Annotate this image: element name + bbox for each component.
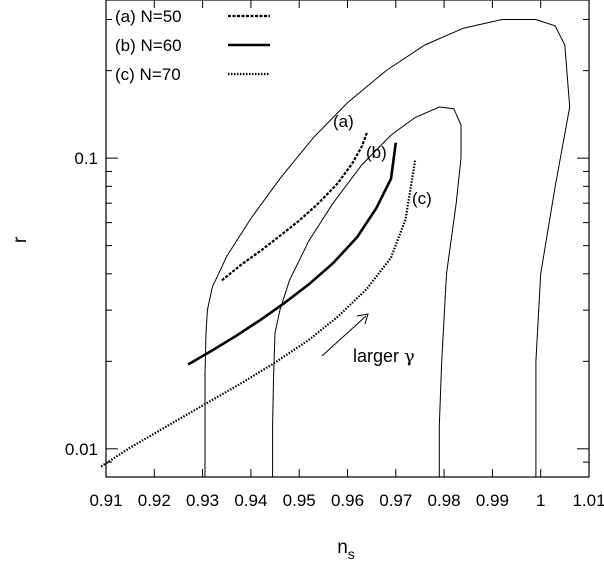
- series-line-a: [221, 132, 368, 282]
- contour-group: [204, 19, 571, 477]
- curve-label-c: (c): [412, 189, 432, 208]
- x-tick-label: 1.01: [572, 491, 604, 510]
- outer-contour: [204, 19, 571, 477]
- y-axis-ticks: 0.01 0.1: [65, 18, 589, 478]
- x-tick-label: 0.98: [428, 491, 461, 510]
- x-tick-label: 0.93: [186, 491, 219, 510]
- x-tick-label: 1: [536, 491, 545, 510]
- legend-entry-a: (a) N=50: [115, 7, 182, 26]
- x-tick-label: 0.95: [283, 491, 316, 510]
- curve-label-b: (b): [366, 143, 387, 162]
- curve-label-a: (a): [333, 112, 354, 131]
- legend-entry-c: (c) N=70: [115, 65, 181, 84]
- x-tick-label: 0.94: [234, 491, 267, 510]
- y-axis-label: r: [10, 236, 31, 243]
- series-line-b: [187, 142, 398, 366]
- x-axis-ticks: 0.91 0.92 0.93 0.94 0.95 0.96 0.97 0.98 0.99 1 1.0…: [89, 0, 604, 510]
- annotation-label: larger γ: [353, 346, 415, 367]
- legend-entry-b: (b) N=60: [115, 36, 182, 55]
- x-axis-label: ns: [337, 537, 355, 562]
- inner-contour: [272, 106, 462, 477]
- annotation-arrow: [321, 313, 369, 357]
- x-tick-label: 0.99: [476, 491, 509, 510]
- x-tick-label: 0.91: [89, 491, 122, 510]
- legend: (a) N=50 (b) N=60 (c) N=70: [115, 7, 270, 84]
- series-group: [100, 132, 417, 468]
- x-tick-label: 0.97: [379, 491, 412, 510]
- annotation-gamma: γ: [404, 346, 415, 367]
- x-tick-label: 0.96: [331, 491, 364, 510]
- x-tick-label: 0.92: [138, 491, 171, 510]
- y-tick-label: 0.1: [74, 149, 98, 168]
- x-axis-label-subscript: s: [348, 546, 355, 562]
- y-tick-label: 0.01: [65, 440, 98, 459]
- series-line-c: [100, 160, 417, 468]
